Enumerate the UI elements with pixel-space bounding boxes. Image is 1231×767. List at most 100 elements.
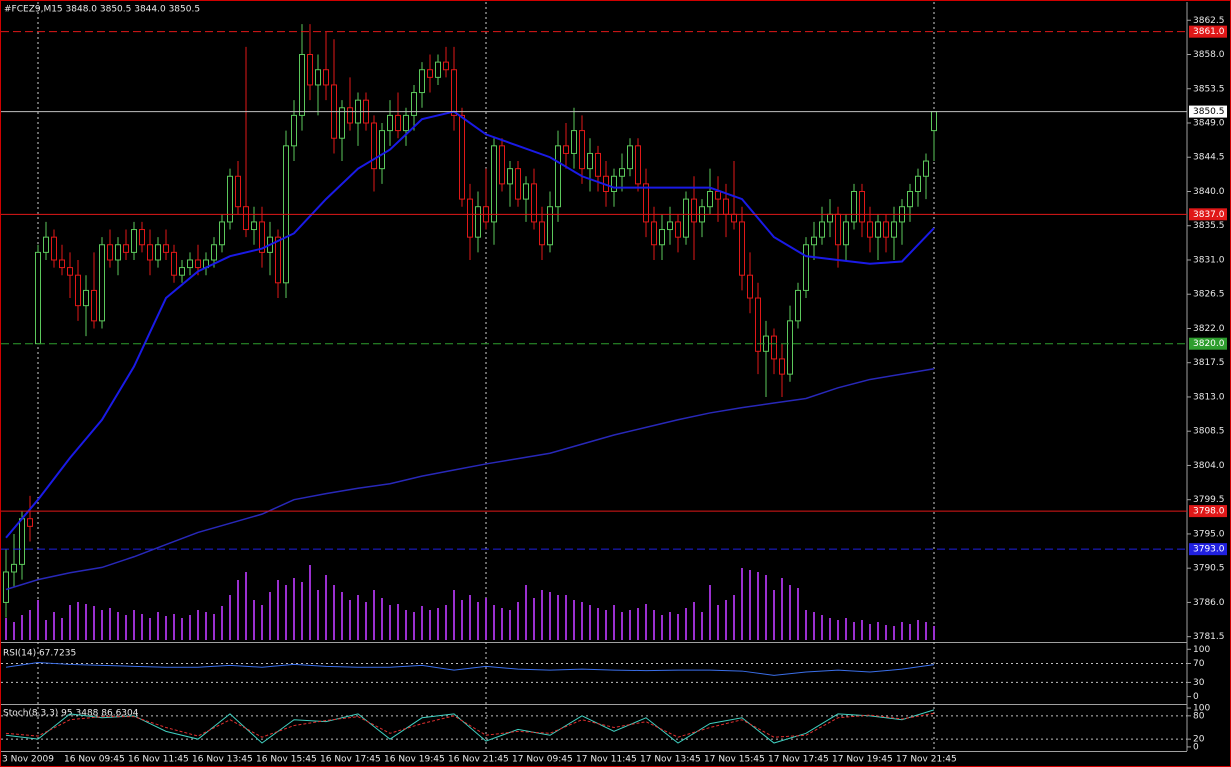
candle-body xyxy=(107,244,113,261)
candle-body xyxy=(51,236,57,261)
x-tick-label: 17 Nov 13:45 xyxy=(640,755,701,765)
x-tick-label: 16 Nov 15:45 xyxy=(256,755,317,765)
level-label-box xyxy=(1189,505,1227,518)
candle-body xyxy=(739,221,745,276)
x-tick-label: 16 Nov 21:45 xyxy=(448,755,509,765)
candle-body xyxy=(35,251,41,345)
level-label: 3837.0 xyxy=(1193,210,1225,220)
rsi-title: RSI(14) 67.7235 xyxy=(3,649,76,659)
level-label-box xyxy=(1189,208,1227,221)
candle-body xyxy=(523,183,529,200)
level-label: 3820.0 xyxy=(1193,339,1225,349)
candle-body xyxy=(555,145,561,208)
candle-body xyxy=(723,198,729,215)
candle-body xyxy=(147,244,153,261)
candle-body xyxy=(475,206,481,238)
candle-body xyxy=(547,206,553,246)
y-tick-label: 3808.5 xyxy=(1193,427,1225,437)
x-tick-label: 17 Nov 11:45 xyxy=(576,755,637,765)
y-tick-label: 3799.5 xyxy=(1193,495,1225,505)
candle-body xyxy=(379,130,385,170)
candle-body xyxy=(563,145,569,154)
candle-body xyxy=(795,289,801,322)
candle-body xyxy=(243,206,249,231)
candle-body xyxy=(91,289,97,322)
y-tick-label: 20 xyxy=(1193,735,1205,745)
candle-body xyxy=(67,267,73,276)
x-tick-label: 3 Nov 2009 xyxy=(2,755,54,765)
candle-body xyxy=(187,259,193,269)
level-label-box xyxy=(1189,25,1227,38)
indicator-line xyxy=(5,110,935,539)
candle-body xyxy=(643,183,649,223)
y-tick-label: 3831.0 xyxy=(1193,255,1225,265)
candle-body xyxy=(419,69,425,94)
indicator-line xyxy=(5,368,935,591)
candle-body xyxy=(131,229,137,253)
candle-body xyxy=(779,358,785,375)
x-tick-label: 16 Nov 09:45 xyxy=(64,755,125,765)
y-tick-label: 3790.5 xyxy=(1193,564,1225,574)
candle-body xyxy=(835,213,841,246)
candle-body xyxy=(587,152,593,170)
candle-body xyxy=(851,190,857,223)
indicator-line xyxy=(5,712,935,738)
y-tick-label: 3813.0 xyxy=(1193,392,1225,402)
candle-body xyxy=(867,221,873,238)
candle-body xyxy=(219,221,225,246)
candle-body xyxy=(299,54,305,116)
candle-body xyxy=(819,221,825,238)
candle-body xyxy=(27,518,33,527)
candle-body xyxy=(667,221,673,231)
y-tick-label: 3862.5 xyxy=(1193,16,1225,26)
y-tick-label: 3804.0 xyxy=(1193,461,1225,471)
y-tick-label: 100 xyxy=(1193,704,1210,714)
candle-body xyxy=(595,152,601,177)
candle-body xyxy=(707,190,713,208)
level-label: 3850.5 xyxy=(1193,107,1225,117)
candle-body xyxy=(3,571,9,603)
candle-body xyxy=(163,244,169,253)
candle-body xyxy=(755,297,761,352)
y-tick-label: 3858.0 xyxy=(1193,50,1225,60)
level-label-box xyxy=(1189,105,1227,118)
y-tick-label: 3795.0 xyxy=(1193,529,1225,539)
candle-body xyxy=(491,145,497,223)
candle-body xyxy=(427,69,433,78)
candle-body xyxy=(651,221,657,246)
level-label: 3861.0 xyxy=(1193,27,1225,37)
y-tick-label: 80 xyxy=(1193,711,1205,721)
candle-body xyxy=(659,229,665,246)
candle-body xyxy=(827,213,833,223)
y-tick-label: 3781.5 xyxy=(1193,632,1225,642)
candle-body xyxy=(883,221,889,238)
candle-body xyxy=(571,130,577,154)
candle-body xyxy=(627,145,633,170)
candle-body xyxy=(371,122,377,170)
candle-body xyxy=(715,190,721,200)
candle-body xyxy=(43,236,49,253)
y-tick-label: 3817.5 xyxy=(1193,358,1225,368)
candle-body xyxy=(891,221,897,238)
chart-title: #FCEZ9,M15 3848.0 3850.5 3844.0 3850.5 xyxy=(4,5,200,15)
level-label-box xyxy=(1189,337,1227,350)
candle-body xyxy=(99,244,105,322)
level-label: 3798.0 xyxy=(1193,507,1225,517)
candle-body xyxy=(75,274,81,307)
candle-body xyxy=(115,244,121,261)
x-tick-label: 17 Nov 15:45 xyxy=(704,755,765,765)
candle-body xyxy=(155,244,161,261)
y-tick-label: 3849.0 xyxy=(1193,118,1225,128)
candle-body xyxy=(619,168,625,177)
candle-body xyxy=(275,236,281,284)
candle-body xyxy=(195,259,201,269)
candle-body xyxy=(443,61,449,71)
level-label: 3793.0 xyxy=(1193,545,1225,555)
level-label-box xyxy=(1189,543,1227,556)
candle-body xyxy=(691,198,697,223)
candle-body xyxy=(771,335,777,360)
y-tick-label: 3844.5 xyxy=(1193,153,1225,163)
